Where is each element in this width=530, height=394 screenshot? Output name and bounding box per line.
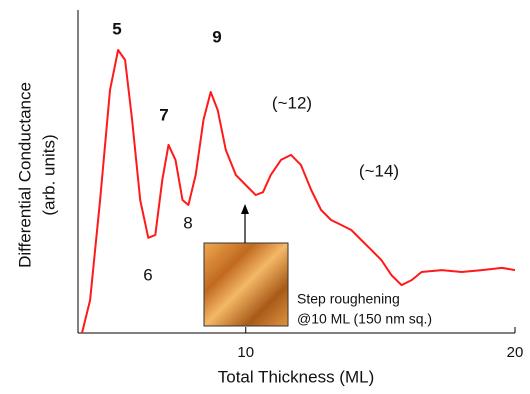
annotation: 8 [183, 213, 192, 232]
inset-image [204, 243, 288, 326]
inset-text: @10 ML (150 nm sq.) [297, 311, 432, 327]
y-axis-sublabel: (arb. units) [39, 134, 58, 215]
x-tick-label: 10 [237, 344, 254, 361]
x-tick-label: 20 [507, 344, 524, 361]
annotation: (~14) [359, 161, 399, 180]
annotation: 9 [212, 27, 221, 46]
inset-text: Step roughening [297, 291, 400, 307]
chart: Differential Conductance (arb. units) To… [0, 0, 530, 394]
annotation: 7 [159, 105, 168, 124]
arrow-head [241, 204, 249, 214]
annotation: 6 [143, 265, 152, 284]
y-axis-label: Differential Conductance [15, 82, 34, 268]
annotation: 5 [112, 19, 121, 38]
x-axis-label: Total Thickness (ML) [218, 367, 375, 386]
annotation: (~12) [272, 93, 312, 112]
